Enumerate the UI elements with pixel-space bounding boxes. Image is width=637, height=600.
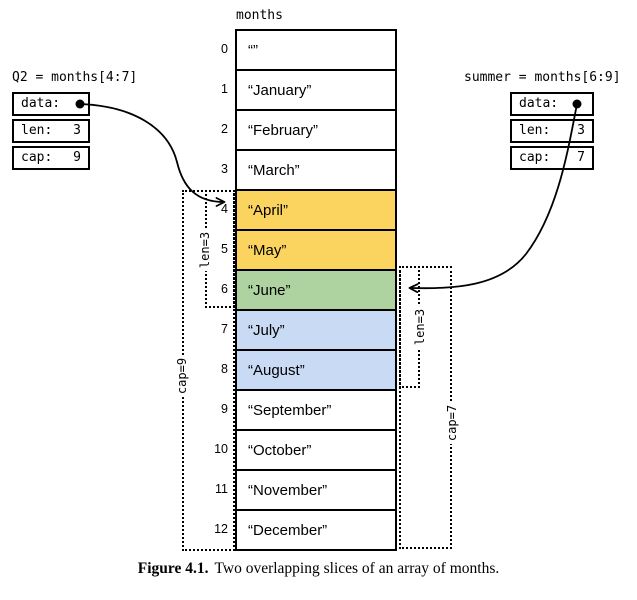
index-label: 0 (221, 42, 228, 56)
summer-slice-struct: data: len: 3 cap: 7 (510, 92, 594, 173)
array-cell-6: “June” (237, 271, 395, 311)
summer-data-field: data: (510, 92, 594, 116)
index-label: 1 (221, 82, 228, 96)
index-label: 9 (221, 402, 228, 416)
q2-len-value: 3 (73, 123, 81, 138)
summer-len-bracket-label: len=3 (412, 305, 428, 349)
array-cell-8: “August” (237, 351, 395, 391)
array-cell-0: “” (237, 31, 395, 71)
index-label: 7 (221, 322, 228, 336)
index-label: 4 (221, 202, 228, 216)
summer-cap-key: cap: (519, 150, 551, 165)
summer-len-field: len: 3 (510, 119, 594, 143)
array-title: months (236, 8, 283, 23)
q2-cap-value: 9 (73, 150, 81, 165)
summer-len-key: len: (519, 123, 551, 138)
q2-cap-bracket-label: cap=9 (174, 354, 190, 398)
index-label: 10 (214, 442, 228, 456)
q2-slice-struct: data: len: 3 cap: 9 (12, 92, 90, 173)
array-cell-10: “October” (237, 431, 395, 471)
summer-cap-value: 7 (577, 150, 585, 165)
q2-len-bracket-label: len=3 (197, 228, 213, 272)
array-cell-5: “May” (237, 231, 395, 271)
index-label: 6 (221, 282, 228, 296)
q2-data-key: data: (21, 96, 61, 111)
index-label: 2 (221, 122, 228, 136)
summer-data-key: data: (519, 96, 559, 111)
q2-len-key: len: (21, 123, 53, 138)
q2-slice-label: Q2 = months[4:7] (12, 70, 138, 85)
summer-cap-bracket-label: cap=7 (444, 401, 460, 445)
index-label: 5 (221, 242, 228, 256)
array-cell-7: “July” (237, 311, 395, 351)
summer-cap-field: cap: 7 (510, 146, 594, 170)
caption-text: Two overlapping slices of an array of mo… (214, 560, 500, 577)
q2-data-field: data: (12, 92, 90, 116)
array-cell-12: “December” (237, 511, 395, 549)
array-cell-11: “November” (237, 471, 395, 511)
index-label: 3 (221, 162, 228, 176)
q2-len-field: len: 3 (12, 119, 90, 143)
caption-number: Figure 4.1. (137, 560, 209, 577)
index-label: 8 (221, 362, 228, 376)
index-label: 11 (215, 482, 228, 496)
array-cell-9: “September” (237, 391, 395, 431)
q2-cap-key: cap: (21, 150, 53, 165)
array-cell-3: “March” (237, 151, 395, 191)
figure-caption: Figure 4.1. Two overlapping slices of an … (0, 560, 637, 578)
array-cell-4: “April” (237, 191, 395, 231)
summer-len-value: 3 (577, 123, 585, 138)
summer-slice-label: summer = months[6:9] (464, 70, 621, 85)
months-array: “” “January” “February” “March” “April” … (235, 29, 397, 551)
index-label: 12 (214, 522, 228, 536)
array-cell-2: “February” (237, 111, 395, 151)
array-cell-1: “January” (237, 71, 395, 111)
q2-cap-field: cap: 9 (12, 146, 90, 170)
